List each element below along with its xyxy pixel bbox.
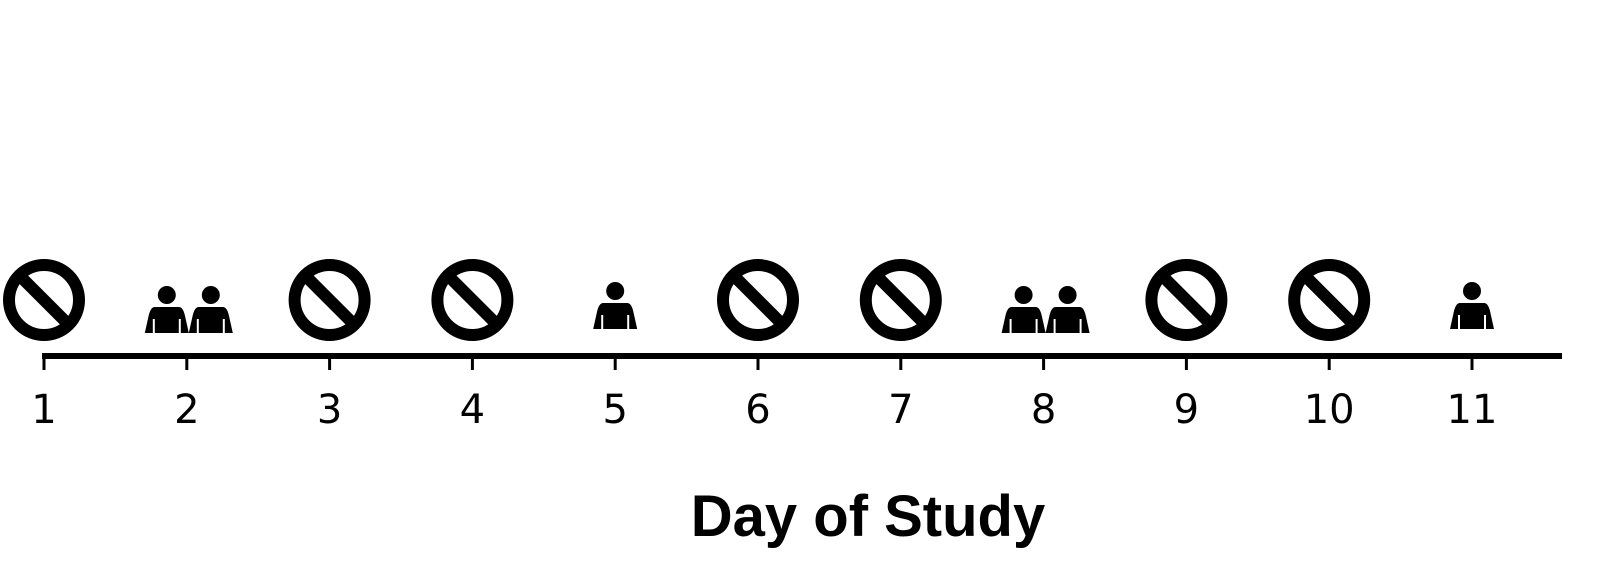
tick-label-day-5: 5: [602, 387, 627, 433]
no-symbol-icon: [431, 259, 514, 341]
no-symbol-icon: [1145, 259, 1228, 341]
no-symbol-icon: [288, 259, 371, 341]
tick-label-day-2: 2: [174, 387, 199, 433]
tick-label-day-10: 10: [1304, 387, 1355, 433]
tick-label-day-7: 7: [888, 387, 913, 433]
timeline-markers: [3, 259, 1494, 341]
timeline-tick-labels: 1 2 3 4 5 6 7 8 9 10 11: [31, 387, 1497, 433]
no-symbol-icon: [1288, 259, 1371, 341]
no-symbol-icon: [859, 259, 942, 341]
tick-label-day-6: 6: [745, 387, 770, 433]
tick-label-day-1: 1: [31, 387, 56, 433]
two-persons-icon: [1001, 286, 1090, 333]
person-icon: [1450, 282, 1494, 329]
no-symbol-icon: [717, 259, 799, 341]
no-symbol-icon: [3, 259, 85, 341]
tick-label-day-4: 4: [460, 387, 485, 433]
person-icon: [593, 282, 638, 329]
two-persons-icon: [144, 286, 233, 333]
tick-label-day-11: 11: [1447, 387, 1498, 433]
timeline-ticks: [42, 356, 1474, 370]
tick-label-day-8: 8: [1031, 387, 1056, 433]
tick-label-day-9: 9: [1174, 387, 1199, 433]
axis-title: Day of Study: [691, 484, 1046, 549]
tick-label-day-3: 3: [317, 387, 342, 433]
